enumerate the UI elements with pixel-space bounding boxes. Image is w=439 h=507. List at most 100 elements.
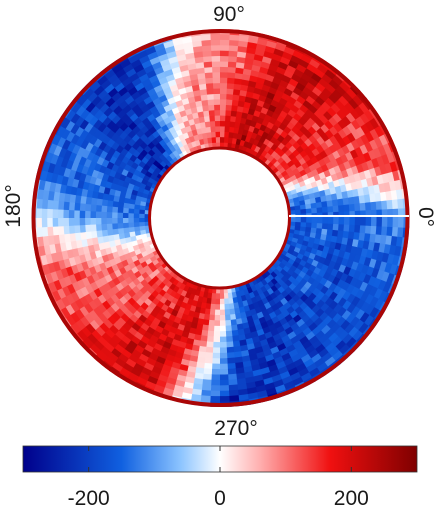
- heatmap-cell: [220, 390, 232, 397]
- heatmap-cell: [209, 44, 220, 51]
- heatmap-cell: [95, 230, 103, 239]
- heatmap-cell: [289, 224, 296, 230]
- heatmap-cell: [337, 203, 345, 212]
- heatmap-cell: [209, 125, 216, 133]
- heatmap-cell: [150, 282, 160, 292]
- heatmap-cell: [100, 211, 107, 220]
- heatmap-cell: [343, 216, 351, 225]
- heatmap-cell: [199, 307, 207, 315]
- heatmap-cell: [218, 55, 229, 62]
- heatmap-cell: [52, 234, 61, 246]
- heatmap-cell: [225, 93, 234, 100]
- heatmap-cell: [239, 116, 247, 125]
- heatmap-cell: [266, 62, 279, 72]
- heatmap-cell: [218, 114, 226, 122]
- heatmap-cell: [203, 291, 209, 299]
- heatmap-cell: [211, 368, 222, 376]
- heatmap-cell: [205, 88, 214, 95]
- heatmap-cell: [311, 217, 318, 224]
- heatmap-cell: [282, 45, 295, 56]
- heatmap-cell: [227, 136, 233, 144]
- heatmap-cell: [346, 188, 354, 198]
- heatmap-cell: [232, 335, 241, 343]
- heatmap-cell: [327, 216, 334, 224]
- heatmap-cell: [236, 34, 249, 43]
- heatmap-cell: [101, 229, 109, 238]
- heatmap-cell: [200, 395, 213, 403]
- heatmap-cell: [338, 216, 345, 225]
- heatmap-cell: [219, 125, 225, 132]
- heatmap-cell: [133, 208, 140, 215]
- heatmap-cell: [395, 187, 404, 200]
- heatmap-cell: [123, 197, 131, 205]
- heatmap-cell: [200, 302, 208, 310]
- heatmap-cell: [95, 211, 102, 220]
- heatmap-cell: [226, 335, 235, 343]
- heatmap-cell: [52, 145, 63, 158]
- heatmap-cell: [227, 362, 238, 370]
- heatmap-cell: [235, 361, 246, 369]
- heatmap-cell: [379, 190, 388, 202]
- heatmap-cell: [138, 221, 146, 228]
- heatmap-cell: [243, 51, 255, 60]
- heatmap-cell: [95, 198, 103, 207]
- heatmap-cell: [326, 228, 334, 236]
- heatmap-cell: [237, 94, 246, 102]
- heatmap-cell: [184, 57, 196, 66]
- heatmap-cell: [369, 191, 377, 203]
- heatmap-cell: [244, 90, 254, 99]
- heatmap-cell: [209, 50, 220, 57]
- heatmap-cell: [57, 218, 64, 229]
- heatmap-cell: [232, 126, 240, 134]
- heatmap-cell: [212, 358, 222, 365]
- heatmap-cell: [212, 104, 220, 111]
- heatmap-cell: [206, 297, 213, 305]
- heatmap-cell: [227, 131, 234, 139]
- heatmap-cell: [214, 309, 221, 316]
- heatmap-cell: [228, 378, 240, 386]
- heatmap-cell: [231, 137, 237, 145]
- heatmap-cell: [102, 193, 110, 202]
- heatmap-cell: [219, 136, 225, 143]
- heatmap-cell: [111, 206, 119, 214]
- heatmap-cell: [144, 275, 153, 285]
- heatmap-cell: [242, 101, 251, 109]
- heatmap-cell: [79, 195, 87, 206]
- heatmap-cell: [200, 44, 212, 52]
- heatmap-cell: [242, 57, 254, 65]
- heatmap-cell: [362, 184, 370, 196]
- heatmap-cell: [348, 223, 356, 233]
- heatmap-cell: [214, 131, 220, 138]
- heatmap-cell: [201, 389, 213, 397]
- heatmap-cell: [90, 197, 98, 207]
- heatmap-cell: [53, 183, 62, 195]
- heatmap-cell: [106, 200, 114, 208]
- heatmap-cell: [213, 114, 220, 122]
- heatmap-cell: [218, 82, 228, 89]
- heatmap-cell: [133, 204, 141, 211]
- heatmap-cell: [369, 232, 377, 243]
- heatmap-cell: [244, 370, 256, 379]
- heatmap-cell: [226, 61, 237, 68]
- heatmap-cell: [231, 324, 239, 332]
- heatmap-cell: [320, 233, 328, 241]
- heatmap-cell: [189, 327, 198, 335]
- heatmap-cell: [205, 93, 214, 101]
- heatmap-cell: [370, 216, 378, 227]
- heatmap-cell: [111, 212, 118, 220]
- heatmap-cell: [204, 82, 214, 90]
- heatmap-cell: [189, 355, 200, 363]
- heatmap-cell: [243, 95, 253, 104]
- heatmap-cell: [214, 320, 222, 327]
- heatmap-cell: [374, 190, 382, 202]
- heatmap-cell: [225, 77, 235, 84]
- heatmap-cell: [213, 341, 222, 349]
- heatmap-cell: [62, 209, 70, 220]
- heatmap-cell: [353, 194, 361, 204]
- heatmap-cell: [202, 324, 210, 332]
- heatmap-cell: [240, 111, 249, 120]
- heatmap-cell: [208, 33, 220, 41]
- heatmap-cell: [122, 212, 129, 219]
- heatmap-cell: [220, 358, 230, 365]
